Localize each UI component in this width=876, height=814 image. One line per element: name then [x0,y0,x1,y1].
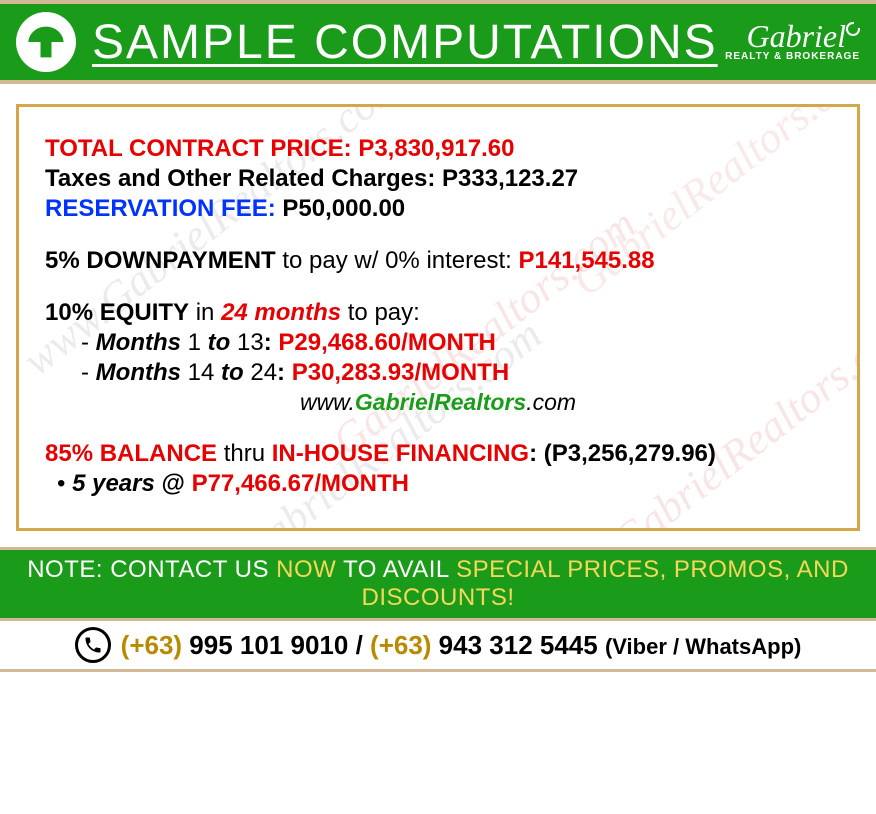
taxes-label: Taxes and Other Related Charges: [45,165,435,192]
term-value: P77,466.67/MONTH [192,470,409,497]
taxes-line: Taxes and Other Related Charges: P333,12… [45,165,831,193]
m2-sep: : [277,359,292,386]
balance-fin: IN-HOUSE FINANCING [272,440,529,467]
balance-thru: thru [217,440,272,467]
m2-to: to [221,359,244,386]
m2-r2: 24 [244,359,277,386]
reservation-label: RESERVATION FEE: [45,195,276,222]
tcp-label: TOTAL CONTRACT PRICE: [45,135,352,162]
brand-tagline: REALTY & BROKERAGE [725,51,860,62]
downpayment-line: 5% DOWNPAYMENT to pay w/ 0% interest: P1… [45,247,831,275]
balance-pct: 85% BALANCE [45,440,217,467]
m2-value: P30,283.93/MONTH [292,359,509,386]
brand-logo: Gabriel REALTY & BROKERAGE [725,22,860,62]
down-pct: 5% DOWNPAYMENT [45,247,276,274]
reservation-value: P50,000.00 [282,195,405,222]
phone1-cc: (+63) [121,630,182,660]
m1-value: P29,468.60/MONTH [278,329,495,356]
m2-r1: 14 [181,359,221,386]
balance-line: 85% BALANCE thru IN-HOUSE FINANCING: (P3… [45,440,831,468]
website-url[interactable]: www.GabrielRealtors.com [45,389,831,416]
phone2-cc: (+63) [370,630,431,660]
tcp-line: TOTAL CONTRACT PRICE: P3,830,917.60 [45,135,831,163]
equity-pct: 10% EQUITY [45,299,189,326]
month-range-1: Months 1 to 13: P29,468.60/MONTH [45,329,831,357]
phone-numbers[interactable]: (+63) 995 101 9010 / (+63) 943 312 5445 … [121,630,802,661]
equity-tail: to pay: [341,299,420,326]
term-line: 5 years @ P77,466.67/MONTH [45,470,831,498]
m1-r2: 13 [230,329,263,356]
reservation-line: RESERVATION FEE: P50,000.00 [45,195,831,223]
note-prefix: NOTE: CONTACT US [27,556,276,583]
term-years: 5 years [72,470,155,497]
url-name: GabrielRealtors [355,389,526,415]
note-mid: TO AVAIL [336,556,456,583]
phone-icon [75,627,111,663]
m1-to: to [208,329,231,356]
mushroom-icon [16,12,76,72]
brand-name: Gabriel [746,18,846,54]
balance-sep: : [529,440,544,467]
tcp-value: P3,830,917.60 [358,135,514,162]
month-range-2: Months 14 to 24: P30,283.93/MONTH [45,359,831,387]
term-at: @ [155,470,192,497]
phone2-num: 943 312 5445 [431,630,605,660]
header-bar: SAMPLE COMPUTATIONS Gabriel REALTY & BRO… [0,0,876,84]
url-tld: .com [526,389,576,415]
contact-bar: (+63) 995 101 9010 / (+63) 943 312 5445 … [0,618,876,672]
computation-box: www.GabrielRealtors.com GabrielRealtors.… [16,104,860,531]
down-text: to pay w/ 0% interest: [276,247,519,274]
equity-line: 10% EQUITY in 24 months to pay: [45,299,831,327]
m1-label: Months [96,329,181,356]
down-value: P141,545.88 [518,247,654,274]
page-title: SAMPLE COMPUTATIONS [92,15,725,70]
balance-value: (P3,256,279.96) [544,440,716,467]
cta-bar: NOTE: CONTACT US NOW TO AVAIL SPECIAL PR… [0,547,876,618]
taxes-value: P333,123.27 [442,165,578,192]
m1-sep: : [264,329,279,356]
content-wrap: www.GabrielRealtors.com GabrielRealtors.… [0,84,876,547]
phone1-num: 995 101 9010 / [182,630,370,660]
phone-apps: (Viber / WhatsApp) [605,634,801,659]
m2-label: Months [96,359,181,386]
note-now: NOW [276,556,336,583]
equity-months: 24 months [221,299,341,326]
logo-mark-icon [846,22,860,36]
equity-in: in [189,299,221,326]
url-www: www. [300,389,355,415]
m1-r1: 1 [181,329,208,356]
